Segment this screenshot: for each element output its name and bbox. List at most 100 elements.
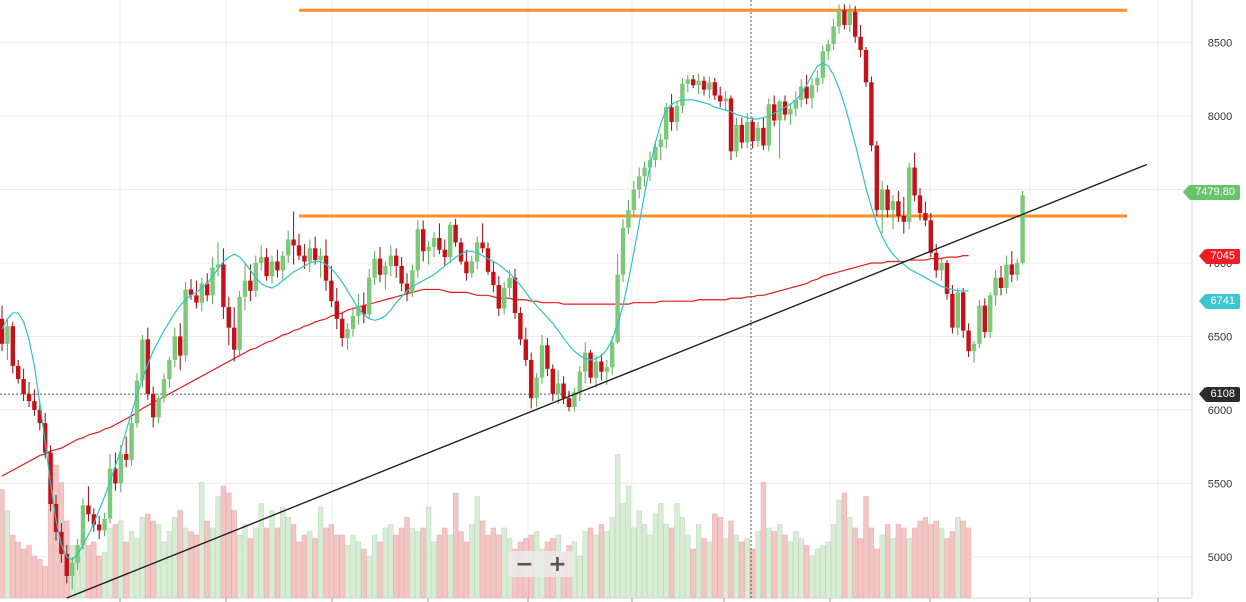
candle-body: [329, 280, 334, 302]
volume-bar: [658, 503, 664, 599]
volume-bar: [587, 527, 594, 599]
volume-bar: [204, 520, 210, 599]
volume-bar: [695, 524, 702, 599]
volume-bar: [798, 538, 804, 599]
volume-bar: [150, 520, 156, 599]
candle-body: [264, 257, 269, 277]
volume-bar: [685, 534, 691, 599]
volume-bar: [879, 534, 885, 599]
candle-body: [588, 352, 593, 378]
volume-bar: [766, 527, 772, 599]
volume-bar: [371, 534, 378, 599]
candle-body: [523, 339, 528, 360]
volume-bar: [674, 503, 680, 599]
volume-bar: [955, 517, 961, 599]
candle-body: [367, 277, 372, 315]
volume-bar: [307, 531, 313, 599]
candle-body: [539, 345, 545, 378]
volume-bar: [285, 517, 291, 599]
volume-bar: [317, 506, 324, 599]
candle-body: [664, 107, 669, 140]
volume-bar: [787, 541, 794, 599]
candle-body: [26, 393, 32, 402]
candle-body: [707, 82, 712, 90]
candle-body: [556, 383, 561, 394]
volume-bar: [258, 503, 264, 599]
volume-bar: [404, 517, 410, 599]
candle-body: [431, 238, 437, 247]
candle-body: [826, 44, 831, 52]
volume-bar: [728, 520, 734, 599]
y-axis-tick-label: 6500: [1208, 331, 1232, 343]
volume-bar: [361, 548, 367, 599]
volume-bar: [501, 527, 507, 599]
candle-body: [1020, 195, 1025, 264]
volume-bar: [895, 524, 902, 599]
candle-body: [944, 263, 950, 294]
candle-body: [10, 326, 15, 366]
candle-body: [107, 468, 113, 519]
candle-body: [345, 329, 350, 338]
candle-body: [653, 146, 658, 161]
candle-body: [691, 79, 696, 86]
volume-bar: [901, 527, 907, 599]
candle-body: [863, 49, 869, 83]
volume-bar: [323, 527, 329, 599]
zoom-controls: − +: [508, 551, 574, 577]
volume-bar: [31, 555, 38, 599]
candle-body: [723, 98, 728, 102]
candle-body: [178, 336, 183, 356]
price-badge: 7045: [1198, 249, 1240, 265]
volume-bar: [749, 548, 756, 599]
volume-bar: [577, 555, 583, 599]
candle-body: [32, 401, 37, 410]
candle-body: [626, 210, 631, 228]
candle-body: [836, 10, 842, 27]
candle-body: [885, 189, 890, 211]
candle-body: [394, 255, 399, 266]
candle-body: [566, 398, 572, 407]
volume-bar: [263, 527, 270, 599]
volume-bar: [663, 524, 669, 599]
volume-bar: [37, 559, 43, 599]
volume-bar: [101, 552, 108, 599]
candle-body: [156, 398, 161, 418]
candle-body: [361, 305, 366, 315]
volume-bar: [641, 524, 648, 599]
volume-bar: [485, 534, 491, 599]
candle-body: [809, 85, 815, 99]
volume-bar: [809, 555, 815, 599]
volume-bar: [933, 520, 939, 599]
volume-bar: [776, 524, 783, 599]
volume-bar: [582, 531, 588, 599]
volume-bar: [706, 541, 713, 599]
candle-body: [777, 101, 782, 121]
y-axis-tick-label: 5500: [1208, 478, 1232, 490]
candle-body: [599, 361, 604, 372]
volume-bar: [431, 541, 437, 599]
zoom-in-button[interactable]: +: [548, 551, 567, 577]
volume-bar: [690, 548, 696, 599]
candle-body: [286, 239, 291, 256]
volume-bar: [188, 531, 194, 599]
candle-body: [161, 379, 167, 399]
candle-body: [437, 238, 442, 250]
candle-body: [237, 296, 242, 350]
candle-body: [896, 201, 901, 216]
volume-bar: [334, 534, 340, 599]
volume-bar: [355, 541, 362, 599]
volume-bar: [215, 496, 221, 599]
volume-bar: [620, 503, 626, 599]
price-badge-pointer: [1198, 294, 1205, 309]
volume-bar: [782, 534, 788, 599]
candle-body: [734, 124, 739, 152]
volume-bar: [344, 545, 351, 599]
candle-body: [80, 505, 86, 546]
candle-body: [307, 248, 312, 262]
candle-body: [939, 263, 944, 271]
zoom-out-button[interactable]: −: [515, 551, 534, 577]
candle-body: [512, 277, 518, 313]
y-axis-tick-label: 8500: [1208, 38, 1232, 50]
